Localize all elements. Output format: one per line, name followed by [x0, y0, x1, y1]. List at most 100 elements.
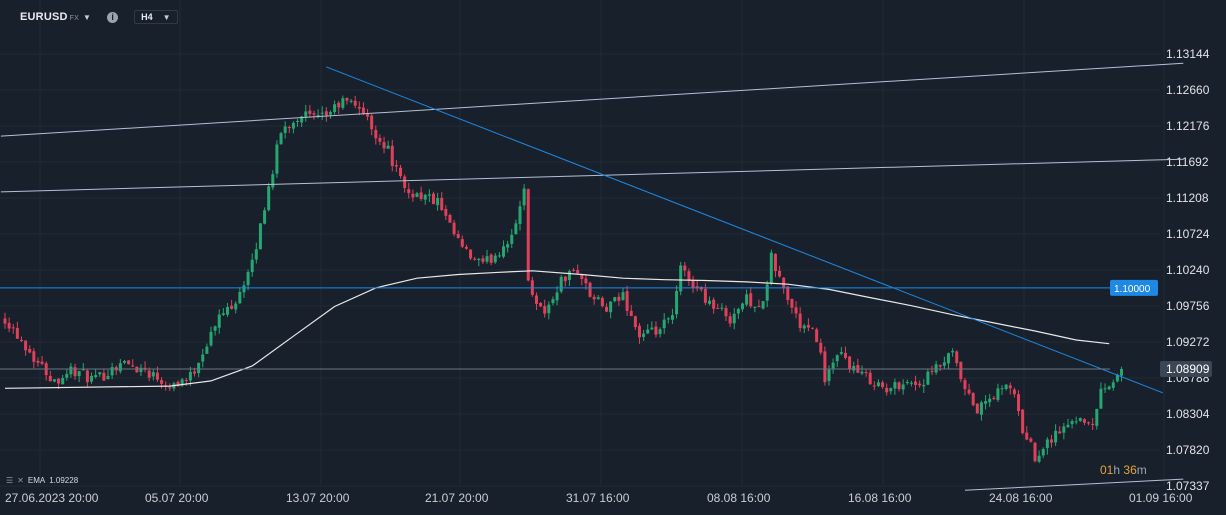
info-icon[interactable]: i [107, 11, 119, 23]
candle-body [221, 313, 225, 315]
x-tick-label: 08.08 16:00 [707, 491, 771, 505]
candle-body [658, 329, 662, 334]
horizontal-level-badge [1110, 279, 1158, 296]
candle-body [65, 373, 69, 378]
candle-body [1025, 432, 1029, 440]
candle-body [407, 189, 411, 194]
horizontal-level-label: 1.10000 [1114, 284, 1151, 295]
candle-body [279, 133, 283, 145]
candle-body [258, 223, 262, 250]
candle-body [366, 114, 370, 117]
timeframe-selector[interactable]: H4 ▼ [134, 10, 178, 24]
candle-body [440, 197, 444, 210]
x-tick-label: 31.07 16:00 [566, 491, 630, 505]
candle-body [1120, 368, 1124, 376]
candle-body [815, 329, 819, 343]
candle-body [52, 379, 56, 382]
x-tick-label: 05.07 20:00 [145, 491, 209, 505]
close-icon[interactable]: ✕ [17, 476, 24, 485]
candle-body [782, 277, 786, 288]
y-tick-label: 1.11692 [1166, 155, 1209, 169]
timer-hours-unit: h [1113, 463, 1121, 477]
candle-body [19, 339, 23, 342]
candle-body [951, 350, 955, 353]
candle-body [139, 367, 143, 373]
candle-body [609, 301, 613, 313]
candle-body [946, 353, 950, 364]
candle-body [394, 165, 398, 167]
candle-body [263, 210, 267, 224]
candle-body [15, 327, 19, 339]
candle-body [720, 307, 724, 309]
candle-body [732, 313, 736, 324]
chevron-down-icon[interactable]: ▼ [83, 13, 92, 22]
candle-body [1115, 374, 1119, 382]
candle-body [534, 295, 538, 304]
y-tick-label: 1.09272 [1166, 335, 1210, 349]
candle-body [584, 278, 588, 284]
candle-body [184, 379, 188, 382]
candle-body [127, 360, 131, 365]
candle-body [324, 111, 328, 116]
candle-body [497, 255, 501, 257]
candle-body [736, 308, 740, 314]
candle-body [930, 371, 934, 373]
settings-icon[interactable]: ☰ [6, 476, 14, 485]
candle-body [1087, 422, 1091, 424]
upper-channel-bottom [0, 158, 1184, 193]
candle-body [984, 401, 988, 404]
candle-body [246, 271, 250, 286]
symbol-selector[interactable]: EURUSD FX ▼ [20, 11, 101, 23]
candle-body [802, 325, 806, 329]
timer-hours: 01 [1100, 463, 1114, 477]
candle-body [493, 255, 497, 263]
candle-body [514, 223, 518, 235]
candle-body [753, 306, 757, 308]
candle-body [328, 112, 332, 115]
candle-body [934, 364, 938, 373]
candle-body [728, 316, 732, 324]
x-tick-label: 24.08 16:00 [989, 491, 1053, 505]
candle-body [1021, 409, 1025, 434]
candle-body [1017, 394, 1021, 412]
candle-body [57, 378, 61, 384]
candle-body [778, 270, 782, 277]
candle-body [864, 371, 868, 373]
symbol-name: EURUSD [20, 11, 68, 23]
candle-body [592, 296, 596, 300]
candle-body [572, 269, 576, 271]
candle-body [399, 167, 403, 177]
candle-body [151, 372, 155, 377]
y-tick-label: 1.12176 [1166, 119, 1210, 133]
candle-body [650, 327, 654, 330]
candle-body [349, 100, 353, 102]
chevron-down-icon[interactable]: ▼ [162, 12, 171, 22]
candle-body [160, 380, 164, 384]
candle-body [621, 292, 625, 301]
candle-body [881, 382, 885, 388]
candle-body [794, 307, 798, 314]
candle-body [909, 382, 913, 384]
candle-body [831, 362, 835, 369]
candle-body [201, 354, 205, 362]
candle-body [61, 378, 65, 385]
candle-body [250, 259, 254, 273]
candle-body [81, 369, 85, 371]
candle-body [234, 303, 238, 310]
candle-body [98, 372, 102, 375]
candle-body [757, 306, 761, 308]
candle-body [40, 361, 44, 364]
candle-body [889, 388, 893, 392]
candle-body [209, 331, 213, 346]
candle-body [1111, 382, 1115, 388]
candle-body [213, 326, 217, 331]
candle-body [423, 194, 427, 200]
timer-minutes: 36 [1123, 463, 1137, 477]
current-price-badge [1160, 361, 1212, 378]
candle-body [843, 352, 847, 358]
candle-body [225, 307, 229, 315]
candle-body [876, 382, 880, 387]
candle-body [605, 306, 609, 312]
candle-body [617, 296, 621, 301]
